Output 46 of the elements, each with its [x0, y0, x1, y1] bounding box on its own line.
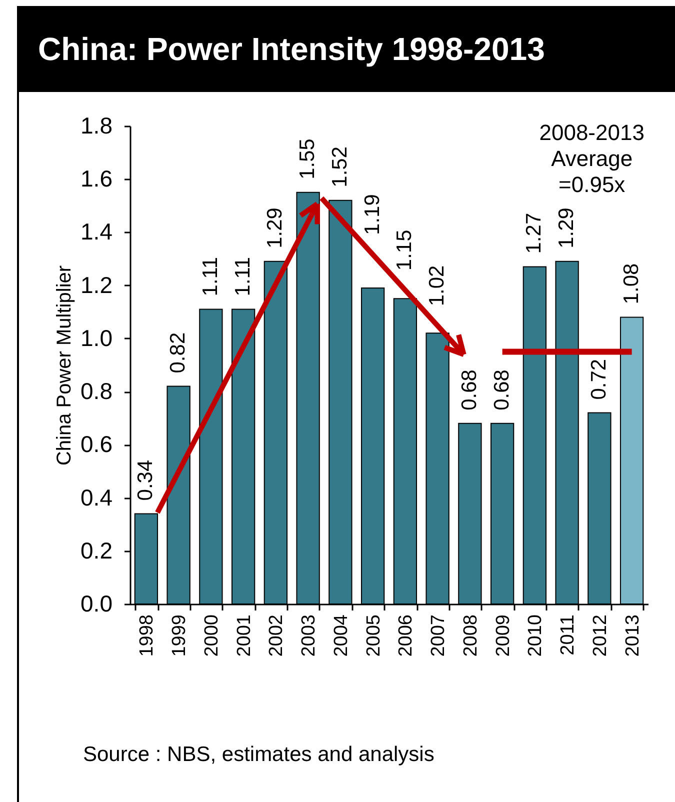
- data-label: 1.08: [619, 263, 642, 304]
- data-label: 1.02: [425, 265, 448, 306]
- x-tick-label: 2002: [266, 614, 287, 657]
- x-tick-label: 2011: [557, 614, 578, 656]
- data-label: 1.11: [230, 256, 254, 296]
- y-tick-label: 1.0: [80, 324, 112, 351]
- annotation: 2008-2013 Average =0.95x: [538, 120, 644, 197]
- x-tick-label: 2000: [201, 614, 222, 657]
- y-axis-title: China Power Multiplier: [53, 265, 76, 466]
- x-tick-label: 2005: [362, 614, 384, 657]
- x-tick-label: 2003: [298, 614, 320, 657]
- data-label: 1.11: [198, 256, 222, 296]
- source-note: Source : NBS, estimates and analysis: [83, 743, 434, 767]
- x-tick-label: 2010: [524, 614, 546, 657]
- x-tick-label: 2001: [233, 614, 254, 657]
- data-label: 0.72: [587, 358, 610, 400]
- y-tick-label: 0.2: [80, 537, 112, 564]
- y-tick-label: 1.6: [80, 166, 112, 192]
- x-tick-label: 2008: [460, 614, 482, 657]
- x-tick-label: 2009: [492, 614, 514, 657]
- data-label: 0.34: [134, 459, 157, 501]
- y-tick-label: 0.0: [80, 590, 112, 616]
- chart-title: China: Power Intensity 1998-2013: [19, 6, 675, 92]
- y-tick-label: 1.4: [80, 218, 112, 245]
- data-label: 0.82: [166, 332, 190, 374]
- data-label: 1.15: [392, 230, 416, 270]
- data-label: 1.55: [296, 138, 319, 180]
- x-tick-label: 1998: [136, 614, 158, 657]
- data-label: 1.52: [328, 146, 352, 188]
- x-tick-label: 2004: [330, 614, 352, 657]
- y-tick-label: 0.6: [80, 431, 112, 458]
- x-tick-label: 2013: [622, 614, 643, 657]
- data-label: 1.29: [263, 207, 286, 248]
- y-tick-label: 0.4: [80, 484, 112, 510]
- x-tick-label: 2006: [395, 614, 416, 657]
- data-label: 1.19: [360, 194, 384, 235]
- y-tick-label: 1.2: [80, 272, 112, 298]
- data-label: 1.29: [554, 207, 578, 248]
- x-tick-label: 2007: [428, 614, 449, 657]
- x-tick-label: 1999: [168, 614, 190, 657]
- y-tick-label: 0.8: [80, 378, 112, 404]
- x-tick-label: 2012: [590, 614, 611, 657]
- data-label: 0.68: [458, 369, 481, 410]
- y-tick-label: 1.8: [80, 112, 112, 138]
- data-label: 0.68: [490, 369, 513, 410]
- data-label: 1.27: [522, 212, 546, 254]
